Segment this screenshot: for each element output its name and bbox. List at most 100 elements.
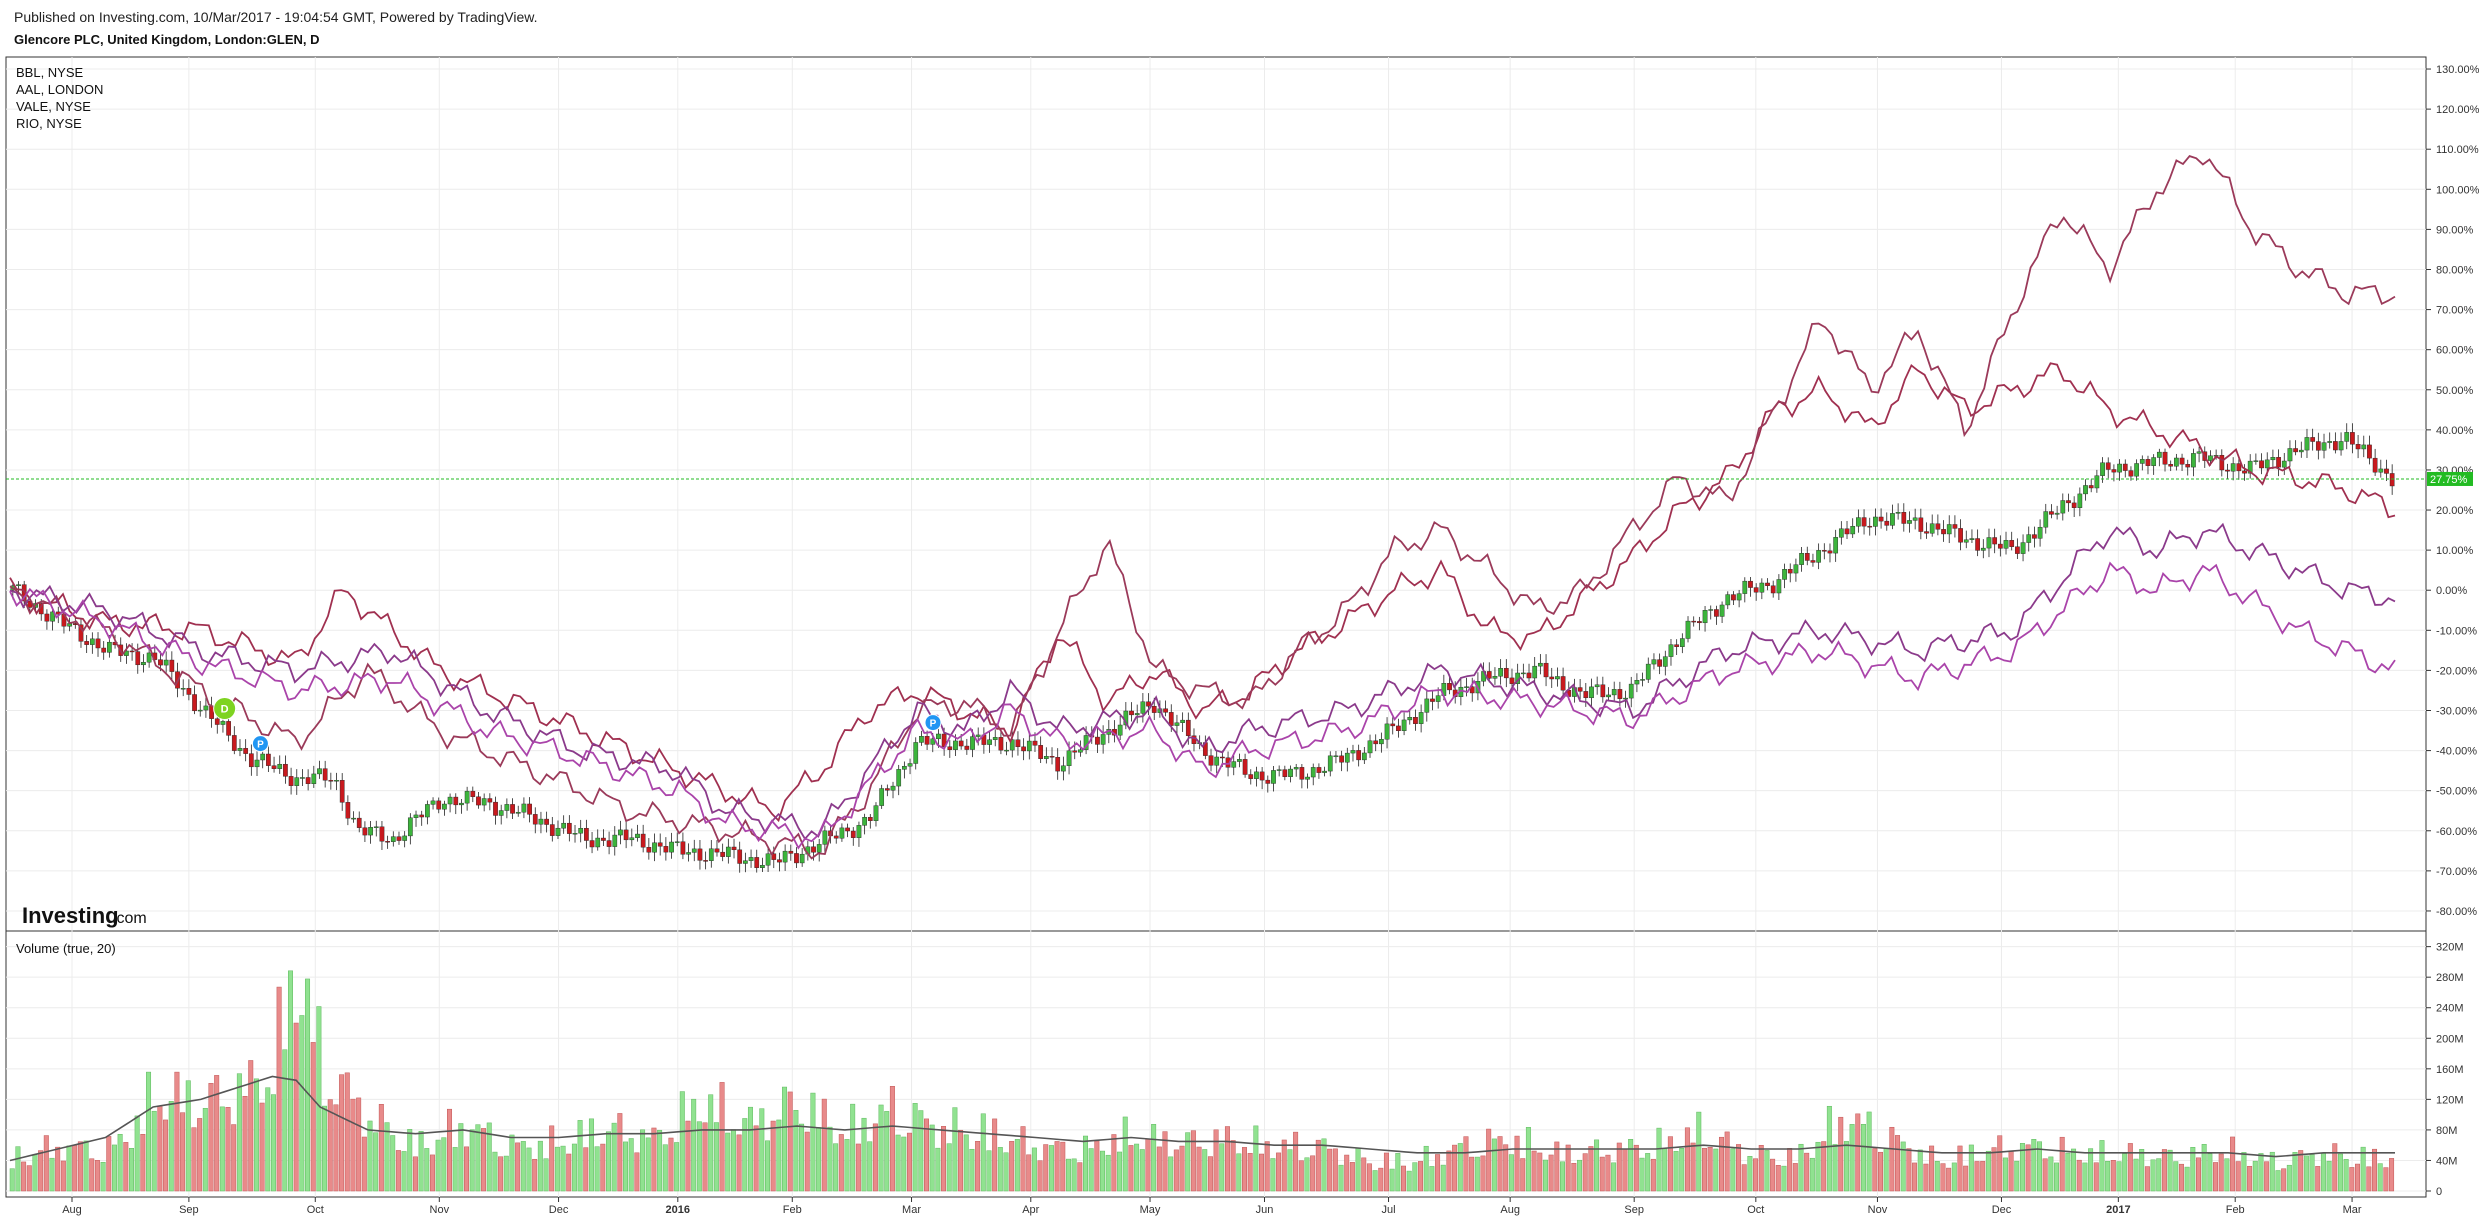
candle-body — [141, 661, 146, 666]
candle-body — [555, 827, 561, 836]
candle-body — [1856, 517, 1861, 527]
volume-bar — [2366, 1166, 2372, 1192]
candle-body — [720, 851, 726, 857]
price-axis[interactable]: 130.00% 120.00% 110.00% 100.00% 90.00% 80.00%… — [2426, 64, 2480, 918]
volume-bar — [804, 1131, 810, 1192]
candle-body — [1873, 516, 1878, 527]
volume-tick-label: 0 — [2436, 1186, 2442, 1198]
candle-body — [2015, 546, 2020, 554]
volume-bar — [2389, 1158, 2395, 1192]
volume-bar — [2110, 1160, 2116, 1192]
price-tick-label: 60.00% — [2436, 345, 2474, 357]
candle-body — [16, 584, 21, 587]
candle-body — [419, 814, 425, 818]
volume-bar — [679, 1091, 685, 1192]
price-tick-label: 110.00% — [2436, 144, 2479, 156]
volume-bar — [1122, 1116, 1128, 1192]
price-tick-label: -30.00% — [2436, 705, 2477, 717]
candle-body — [1679, 638, 1685, 647]
candle-body — [737, 849, 743, 864]
time-tick-label: Oct — [1747, 1204, 1764, 1216]
volume-bar — [2065, 1152, 2071, 1192]
candle-body — [1004, 749, 1009, 752]
volume-bar — [1304, 1157, 1310, 1192]
volume-bar — [747, 1106, 753, 1192]
volume-bar — [2116, 1161, 2122, 1192]
volume-bar — [1616, 1142, 1622, 1192]
candle-body — [294, 777, 300, 786]
candle-body — [2088, 485, 2094, 489]
candle-body — [345, 802, 351, 819]
candle-body — [129, 650, 135, 653]
volume-bar — [2349, 1167, 2355, 1192]
volume-bar — [838, 1134, 844, 1192]
event-markers[interactable]: D P P — [213, 697, 942, 753]
volume-bar — [2213, 1162, 2219, 1192]
volume-bar — [1083, 1135, 1088, 1192]
volume-bar — [2235, 1161, 2241, 1192]
candle-body — [231, 735, 237, 751]
volume-bar — [1338, 1164, 1344, 1192]
candle-body — [89, 638, 95, 645]
price-tick-label: 120.00% — [2436, 104, 2480, 116]
candle-body — [2225, 469, 2230, 472]
candle-body — [527, 803, 532, 815]
candle-body — [1963, 539, 1969, 543]
volume-bar — [509, 1134, 515, 1192]
volume-bar — [395, 1150, 401, 1192]
volume-bar — [1168, 1156, 1174, 1192]
time-tick-label: Sep — [179, 1204, 199, 1216]
volume-bar — [72, 1145, 78, 1192]
volume-bar — [1293, 1131, 1299, 1192]
volume-bar — [43, 1135, 49, 1192]
candle-body — [2298, 449, 2304, 453]
volume-bar — [55, 1146, 61, 1192]
candle-body — [743, 860, 748, 864]
investing-logo: Investing .com — [22, 903, 147, 928]
volume-bar — [208, 1083, 214, 1192]
volume-axis[interactable]: 320M 280M 240M 200M 160M 120M 80M 40M 0 — [2426, 942, 2464, 1198]
candle-body — [1367, 740, 1373, 754]
candle-body — [1310, 767, 1316, 778]
volume-bar — [1946, 1167, 1952, 1192]
volume-bar — [384, 1122, 390, 1192]
candle-body — [919, 736, 924, 743]
candle-body — [1430, 698, 1435, 702]
volume-bar — [924, 1118, 929, 1192]
volume-bar — [441, 1137, 447, 1192]
rio-line — [9, 561, 2396, 850]
time-axis[interactable]: Aug Sep Oct Nov Dec 2016 Feb Mar Apr May Jun Jul Aug… — [62, 1197, 2362, 1216]
volume-bar — [407, 1129, 413, 1192]
candle-body — [2168, 464, 2174, 467]
volume-bar — [157, 1105, 163, 1192]
volume-bar — [1060, 1141, 1066, 1192]
volume-bar — [657, 1129, 663, 1192]
candle-body — [584, 828, 589, 841]
time-tick-label: Aug — [1500, 1204, 1520, 1216]
candle-body — [544, 818, 549, 825]
volume-bar — [1071, 1158, 1077, 1192]
volume-bar — [952, 1107, 958, 1192]
volume-bar — [918, 1110, 924, 1192]
price-tick-label: -10.00% — [2436, 625, 2477, 637]
legend-item-aal: AAL, LONDON — [16, 82, 103, 97]
volume-bar — [515, 1142, 521, 1192]
candle-body — [1009, 739, 1015, 751]
volume-bar — [872, 1123, 878, 1192]
volume-bar — [1457, 1143, 1463, 1192]
candle-body — [379, 826, 385, 842]
volume-bar — [1412, 1162, 1418, 1192]
volume-bar — [1855, 1113, 1861, 1192]
candle-body — [1401, 719, 1407, 732]
volume-bar — [2161, 1149, 2167, 1192]
candle-body — [2020, 542, 2026, 554]
volume-bar — [447, 1108, 452, 1192]
candle-body — [1844, 528, 1850, 535]
volume-bar — [26, 1165, 32, 1192]
volume-bar — [49, 1157, 55, 1192]
candle-body — [640, 833, 646, 848]
candle-body — [680, 841, 686, 855]
volume-bar — [2167, 1149, 2173, 1192]
volume-bar — [2332, 1143, 2338, 1192]
